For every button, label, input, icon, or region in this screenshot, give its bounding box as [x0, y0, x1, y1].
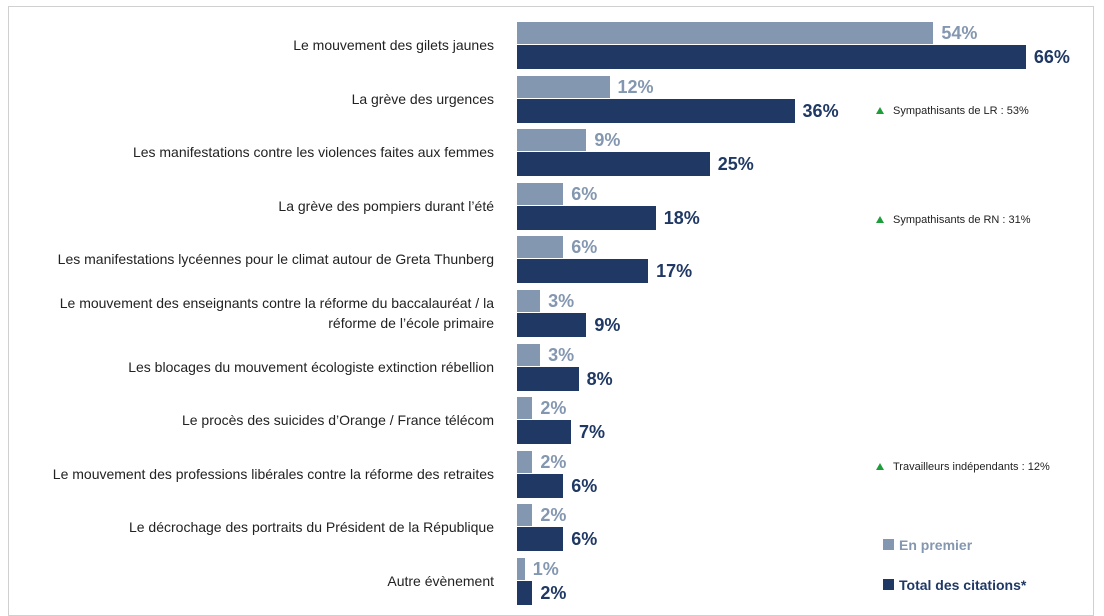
category-label: Le décrochage des portraits du Président… — [128, 519, 494, 536]
value-label: 25% — [717, 154, 754, 175]
bar — [517, 343, 541, 366]
value-label: 3% — [548, 344, 575, 365]
value-label: 17% — [656, 261, 693, 282]
marker-triangle — [876, 463, 884, 470]
bar — [517, 290, 541, 312]
legend-swatch — [883, 579, 894, 590]
marker-triangle — [876, 216, 884, 223]
value-label: 7% — [578, 422, 605, 443]
bar — [517, 450, 533, 473]
value-label: 9% — [594, 130, 621, 151]
category-label: Les blocages du mouvement écologiste ext… — [128, 358, 494, 375]
category-label: Les manifestations lycéennes pour le cli… — [57, 251, 494, 268]
value-label: 9% — [594, 315, 621, 335]
bar — [517, 75, 610, 98]
value-label: 6% — [571, 475, 598, 496]
annotation: Sympathisants de LR : 53% — [893, 105, 1029, 117]
bar — [517, 366, 579, 391]
bar — [517, 236, 564, 259]
value-label: 54% — [941, 23, 978, 43]
category-label: Le procès des suicides d’Orange / France… — [181, 412, 494, 429]
value-label: 8% — [586, 368, 613, 389]
value-label: 1% — [532, 559, 559, 579]
category-label: La grève des pompiers durant l’été — [278, 197, 494, 214]
value-label: 2% — [540, 505, 567, 526]
value-label: 3% — [548, 291, 575, 311]
annotation: Travailleurs indépendants : 12% — [893, 461, 1050, 473]
category-label: Le mouvement des professions libérales c… — [52, 465, 494, 482]
bar — [517, 22, 934, 44]
bar — [517, 152, 710, 177]
value-label: 66% — [1033, 47, 1070, 67]
value-label: 2% — [540, 398, 567, 419]
marker-triangle — [876, 107, 884, 114]
value-label: 12% — [617, 76, 654, 97]
annotation: Sympathisants de RN : 31% — [893, 214, 1031, 226]
value-label: 18% — [663, 207, 700, 228]
bar — [517, 473, 564, 498]
legend-label: En premier — [899, 537, 973, 553]
bar — [517, 527, 564, 552]
value-label: 6% — [571, 529, 598, 550]
bar — [517, 504, 533, 527]
value-label: 36% — [802, 100, 839, 121]
bar — [517, 259, 649, 284]
bar — [517, 205, 656, 230]
value-label: 6% — [571, 237, 598, 258]
bar — [517, 182, 564, 205]
bar — [517, 397, 533, 420]
bar — [517, 420, 571, 445]
category-label: La grève des urgences — [351, 90, 494, 107]
category-label: Le mouvement des gilets jaunes — [293, 37, 494, 53]
category-label: Autre évènement — [387, 573, 494, 589]
bar — [517, 98, 795, 123]
value-label: 2% — [540, 583, 567, 603]
bar — [517, 558, 525, 580]
value-label: 6% — [571, 183, 598, 204]
legend-label: Total des citations* — [899, 577, 1027, 593]
category-label: Les manifestations contre les violences … — [132, 144, 494, 161]
bar — [517, 45, 1026, 69]
legend-swatch — [883, 539, 894, 550]
value-label: 2% — [540, 451, 567, 472]
bar — [517, 129, 587, 152]
bar — [517, 313, 587, 337]
bar — [517, 581, 533, 605]
category-label: Le mouvement des enseignants contre la r… — [59, 295, 494, 331]
